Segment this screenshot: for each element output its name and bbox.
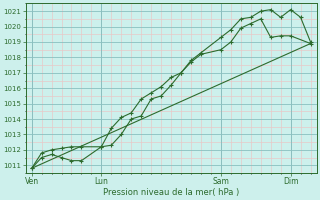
X-axis label: Pression niveau de la mer( hPa ): Pression niveau de la mer( hPa ) bbox=[103, 188, 239, 197]
